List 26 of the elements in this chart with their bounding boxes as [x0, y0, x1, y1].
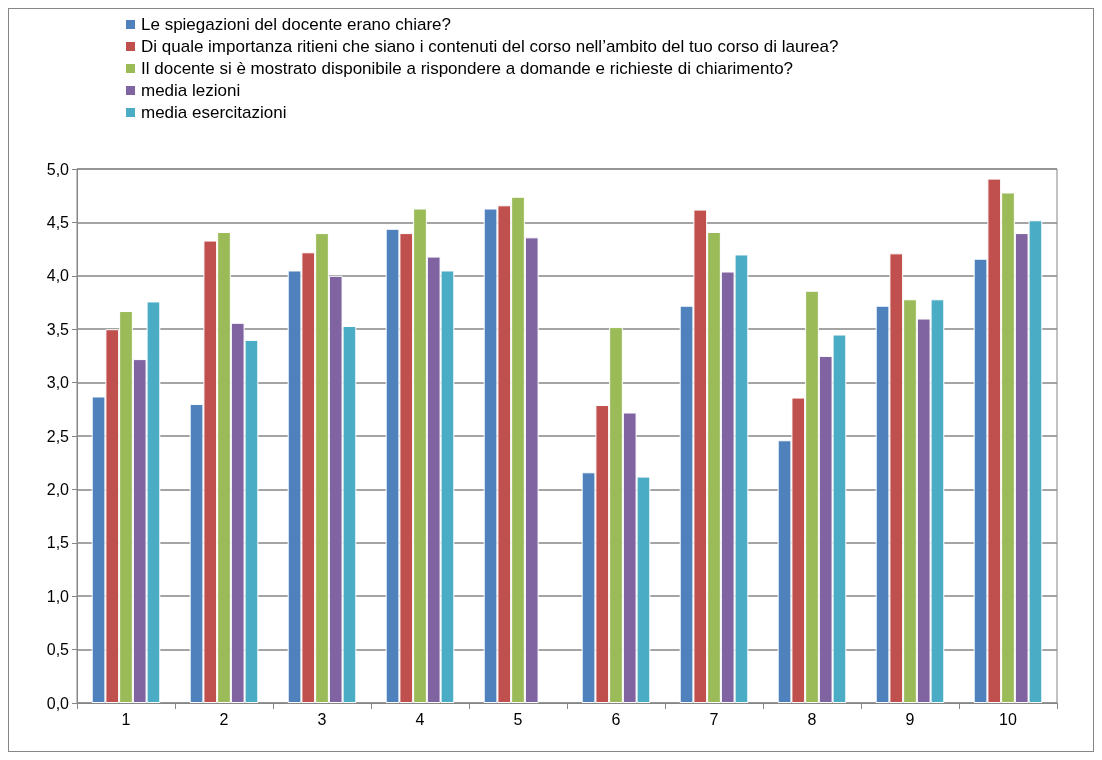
y-tick-label: 3,0	[46, 374, 70, 392]
x-tick-label: 6	[611, 710, 621, 728]
x-tick-label: 1	[121, 710, 131, 728]
x-tick-label: 8	[807, 710, 817, 728]
x-tick-label: 10	[999, 710, 1017, 728]
legend-label: media esercitazioni	[141, 103, 287, 122]
legend-label: Le spiegazioni del docente erano chiare?	[141, 15, 452, 34]
y-tick-label: 4,5	[46, 213, 70, 231]
y-tick-label: 3,5	[46, 320, 70, 338]
x-tick-label: 5	[513, 710, 523, 728]
x-tick-label: 3	[317, 710, 327, 728]
x-tick-label: 9	[905, 710, 915, 728]
y-tick-label: 1,0	[46, 587, 70, 605]
x-tick-label: 7	[709, 710, 719, 728]
y-tick-label: 4,0	[46, 267, 70, 285]
y-tick-label: 2,0	[46, 480, 70, 498]
y-tick-label: 0,0	[46, 694, 70, 712]
y-tick-label: 5,0	[46, 160, 70, 178]
x-tick-label: 2	[219, 710, 229, 728]
legend-label: Di quale importanza ritieni che siano i contenuti del corso nell’ambito del tuo corso di laurea?	[141, 37, 839, 56]
y-tick-label: 1,5	[46, 534, 70, 552]
x-tick-label: 4	[415, 710, 425, 728]
y-tick-label: 2,5	[46, 427, 70, 445]
y-tick-label: 0,5	[46, 641, 70, 659]
legend-label: media lezioni	[141, 81, 241, 100]
legend-label: Il docente si è mostrato disponibile a rispondere a domande e richieste di chiarimento?	[141, 59, 794, 78]
